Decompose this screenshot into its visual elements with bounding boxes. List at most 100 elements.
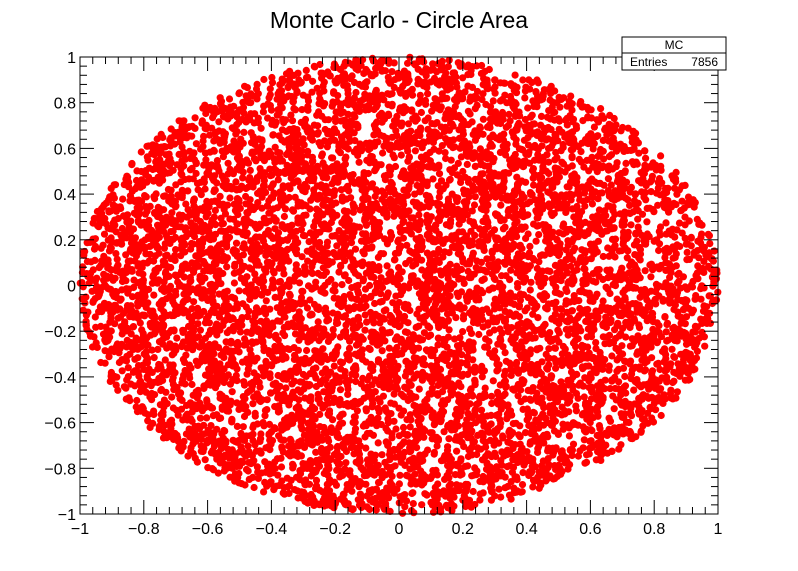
scatter-point (475, 330, 483, 339)
scatter-point (274, 176, 282, 184)
scatter-point (314, 122, 322, 130)
scatter-point (329, 326, 337, 334)
scatter-point (271, 293, 279, 301)
scatter-point (144, 417, 152, 425)
scatter-point (423, 249, 431, 257)
scatter-point (146, 423, 154, 431)
scatter-point (269, 276, 277, 284)
scatter-point (601, 376, 609, 384)
scatter-point (363, 156, 371, 164)
scatter-point (622, 333, 630, 341)
scatter-point (320, 388, 328, 396)
scatter-point (260, 277, 268, 285)
scatter-point (261, 412, 269, 420)
scatter-point (401, 503, 409, 511)
scatter-point (404, 70, 412, 78)
scatter-point (90, 245, 99, 253)
scatter-point (262, 310, 270, 318)
scatter-point (524, 104, 532, 112)
scatter-point (223, 263, 231, 271)
scatter-point (167, 125, 175, 133)
scatter-point (116, 203, 124, 211)
scatter-point (341, 368, 349, 376)
scatter-point (242, 303, 250, 311)
scatter-point (175, 282, 183, 290)
scatter-point (450, 164, 459, 172)
scatter-point (470, 201, 479, 209)
scatter-point (453, 486, 462, 495)
scatter-point (405, 207, 413, 215)
scatter-point (186, 278, 194, 286)
chart-title: Monte Carlo - Circle Area (270, 7, 528, 33)
scatter-point (392, 425, 400, 433)
scatter-point (239, 251, 247, 259)
scatter-point (280, 119, 288, 127)
scatter-point (531, 196, 539, 204)
scatter-point (244, 467, 252, 475)
scatter-point (100, 230, 109, 238)
scatter-point (203, 414, 211, 422)
scatter-point (246, 166, 254, 174)
scatter-point (336, 473, 344, 481)
scatter-point (655, 377, 663, 385)
scatter-point (241, 82, 249, 90)
scatter-point (478, 160, 486, 168)
scatter-point (434, 391, 442, 399)
scatter-point (489, 97, 497, 105)
scatter-point (91, 313, 99, 321)
scatter-point (501, 349, 509, 357)
scatter-point (303, 346, 311, 355)
scatter-point (447, 455, 455, 463)
scatter-point (549, 98, 557, 106)
scatter-point (407, 381, 415, 389)
scatter-point (680, 306, 688, 314)
scatter-point (497, 201, 505, 209)
scatter-point (196, 414, 205, 422)
scatter-point (646, 261, 654, 269)
scatter-point (206, 131, 214, 139)
scatter-point (242, 192, 250, 201)
scatter-point (377, 57, 385, 65)
scatter-point (233, 422, 241, 430)
scatter-point (330, 125, 338, 133)
scatter-point (259, 372, 268, 380)
scatter-point (107, 184, 115, 192)
scatter-point (441, 94, 449, 103)
scatter-point (501, 223, 509, 231)
scatter-point (546, 329, 554, 337)
scatter-point (467, 227, 475, 235)
scatter-point (558, 350, 566, 358)
scatter-point (279, 489, 287, 497)
scatter-point (417, 108, 425, 117)
scatter-point (670, 305, 678, 313)
scatter-point (432, 299, 440, 307)
scatter-point (693, 323, 701, 331)
scatter-point (504, 122, 512, 130)
scatter-point (537, 192, 545, 200)
scatter-point (552, 364, 560, 372)
scatter-point (555, 319, 563, 328)
scatter-point (597, 105, 605, 113)
scatter-point (344, 390, 352, 398)
scatter-point (387, 229, 395, 237)
scatter-point (588, 200, 597, 208)
scatter-point (194, 320, 202, 328)
scatter-point (478, 362, 486, 370)
scatter-point (196, 399, 204, 407)
scatter-point (283, 246, 291, 254)
scatter-point (330, 362, 338, 370)
scatter-point (328, 180, 336, 188)
scatter-point (161, 421, 169, 429)
scatter-point (565, 432, 574, 440)
scatter-point (395, 264, 403, 272)
scatter-point (383, 262, 391, 270)
scatter-point (239, 423, 247, 431)
scatter-point (478, 276, 486, 284)
scatter-point (399, 423, 408, 432)
scatter-point (506, 276, 514, 284)
scatter-point (347, 194, 355, 202)
scatter-point (139, 332, 147, 340)
scatter-point (334, 319, 342, 327)
scatter-point (112, 250, 120, 258)
